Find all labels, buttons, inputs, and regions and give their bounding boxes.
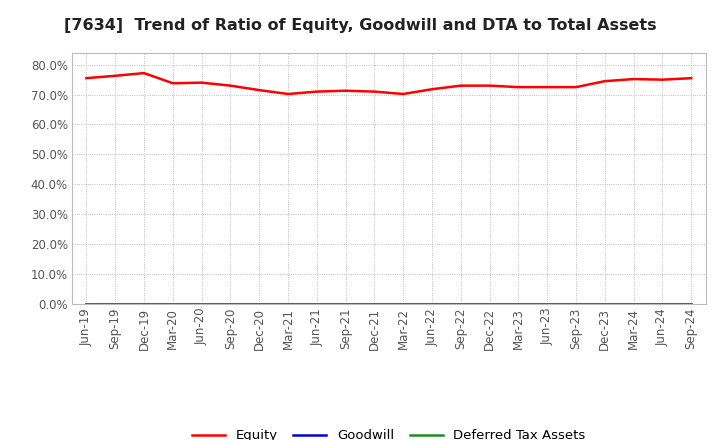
Equity	[226, 83, 235, 88]
Goodwill	[82, 301, 91, 306]
Deferred Tax Assets	[312, 301, 321, 306]
Deferred Tax Assets	[456, 301, 465, 306]
Equity	[629, 77, 638, 82]
Deferred Tax Assets	[543, 301, 552, 306]
Goodwill	[687, 301, 696, 306]
Deferred Tax Assets	[341, 301, 350, 306]
Goodwill	[572, 301, 580, 306]
Deferred Tax Assets	[370, 301, 379, 306]
Goodwill	[312, 301, 321, 306]
Deferred Tax Assets	[428, 301, 436, 306]
Goodwill	[255, 301, 264, 306]
Deferred Tax Assets	[572, 301, 580, 306]
Goodwill	[456, 301, 465, 306]
Equity	[255, 88, 264, 93]
Equity	[543, 84, 552, 90]
Goodwill	[341, 301, 350, 306]
Deferred Tax Assets	[111, 301, 120, 306]
Deferred Tax Assets	[140, 301, 148, 306]
Equity	[687, 76, 696, 81]
Goodwill	[284, 301, 292, 306]
Goodwill	[485, 301, 494, 306]
Goodwill	[399, 301, 408, 306]
Goodwill	[168, 301, 177, 306]
Text: [7634]  Trend of Ratio of Equity, Goodwill and DTA to Total Assets: [7634] Trend of Ratio of Equity, Goodwil…	[63, 18, 657, 33]
Deferred Tax Assets	[687, 301, 696, 306]
Equity	[658, 77, 667, 82]
Deferred Tax Assets	[168, 301, 177, 306]
Deferred Tax Assets	[485, 301, 494, 306]
Deferred Tax Assets	[658, 301, 667, 306]
Equity	[111, 73, 120, 78]
Deferred Tax Assets	[629, 301, 638, 306]
Equity	[514, 84, 523, 90]
Goodwill	[226, 301, 235, 306]
Goodwill	[370, 301, 379, 306]
Goodwill	[629, 301, 638, 306]
Equity	[312, 89, 321, 94]
Equity	[456, 83, 465, 88]
Equity	[197, 80, 206, 85]
Deferred Tax Assets	[399, 301, 408, 306]
Equity	[284, 92, 292, 97]
Goodwill	[197, 301, 206, 306]
Deferred Tax Assets	[255, 301, 264, 306]
Equity	[140, 70, 148, 76]
Deferred Tax Assets	[226, 301, 235, 306]
Deferred Tax Assets	[82, 301, 91, 306]
Deferred Tax Assets	[514, 301, 523, 306]
Equity	[572, 84, 580, 90]
Deferred Tax Assets	[600, 301, 609, 306]
Equity	[600, 78, 609, 84]
Equity	[399, 92, 408, 97]
Equity	[370, 89, 379, 94]
Goodwill	[658, 301, 667, 306]
Goodwill	[428, 301, 436, 306]
Goodwill	[111, 301, 120, 306]
Legend: Equity, Goodwill, Deferred Tax Assets: Equity, Goodwill, Deferred Tax Assets	[186, 424, 591, 440]
Equity	[428, 87, 436, 92]
Equity	[168, 81, 177, 86]
Line: Equity: Equity	[86, 73, 691, 94]
Goodwill	[514, 301, 523, 306]
Deferred Tax Assets	[197, 301, 206, 306]
Equity	[341, 88, 350, 93]
Goodwill	[600, 301, 609, 306]
Equity	[82, 76, 91, 81]
Goodwill	[543, 301, 552, 306]
Goodwill	[140, 301, 148, 306]
Deferred Tax Assets	[284, 301, 292, 306]
Equity	[485, 83, 494, 88]
